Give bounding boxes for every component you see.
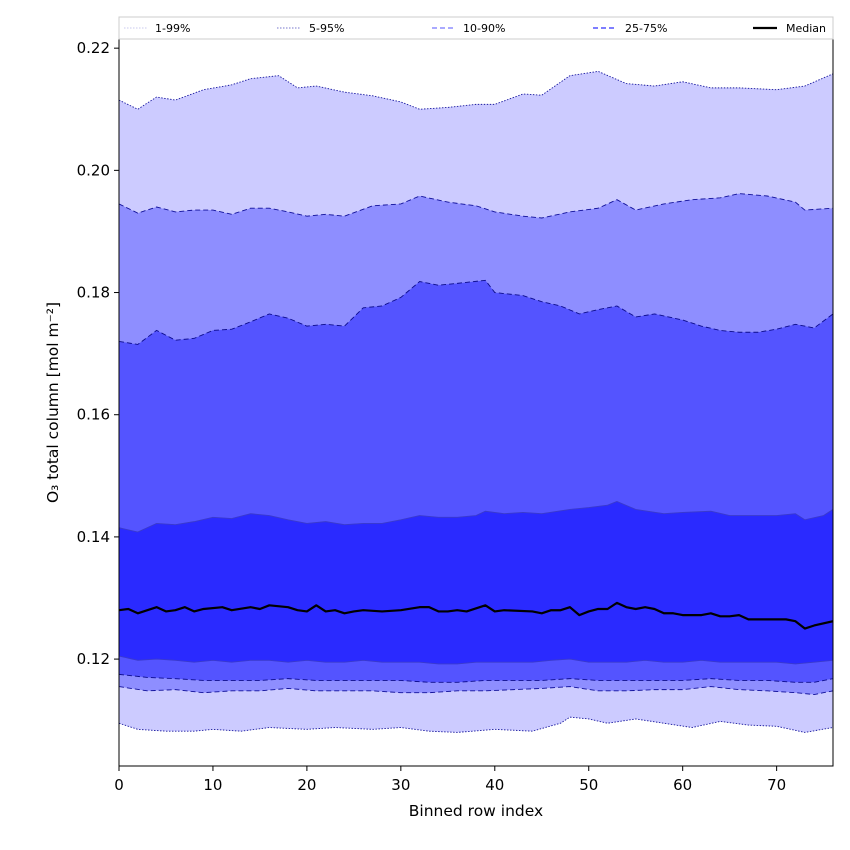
legend-box (118, 16, 834, 40)
x-tick-label: 0 (114, 776, 124, 794)
x-tick-label: 70 (767, 776, 786, 794)
band-upper-edge-3 (119, 193, 833, 219)
x-tick-label: 40 (485, 776, 504, 794)
x-tick-label: 20 (297, 776, 316, 794)
legend-label: 10-90% (463, 22, 505, 35)
band-lower-edge-4 (119, 673, 833, 683)
band-lower-edge-5 (119, 655, 833, 665)
band-lower-edge-3 (119, 686, 833, 695)
band-upper-edge-5 (119, 500, 833, 533)
legend: 1-99% 5-95% 10-90% 25-75% Median (118, 16, 834, 40)
bands-layer (119, 39, 833, 766)
x-tick-label: 60 (673, 776, 692, 794)
y-tick-label: 0.20 (77, 161, 110, 179)
y-tick-label: 0.22 (77, 39, 110, 57)
legend-label: 25-75% (625, 22, 667, 35)
band-upper-edge-2 (119, 70, 833, 110)
legend-label: 1-99% (155, 22, 190, 35)
x-tick-label: 10 (203, 776, 222, 794)
y-axis: 0.12 0.14 0.16 0.18 0.20 0.22 (77, 39, 119, 668)
y-tick-label: 0.12 (77, 650, 110, 668)
x-axis: 0 10 20 30 40 50 60 70 (114, 766, 786, 794)
median-layer (119, 601, 833, 630)
y-tick-label: 0.18 (77, 284, 110, 302)
legend-label: Median (786, 22, 826, 35)
y-tick-label: 0.14 (77, 528, 110, 546)
x-tick-label: 50 (579, 776, 598, 794)
legend-label: 5-95% (309, 22, 344, 35)
band-area-5 (119, 501, 833, 664)
x-axis-label: Binned row index (409, 802, 543, 820)
y-axis-label: O₃ total column [mol m⁻²] (44, 302, 62, 503)
band-upper-edge-4 (119, 279, 833, 345)
median-line (119, 601, 833, 630)
x-tick-label: 30 (391, 776, 410, 794)
y-tick-label: 0.16 (77, 406, 110, 424)
